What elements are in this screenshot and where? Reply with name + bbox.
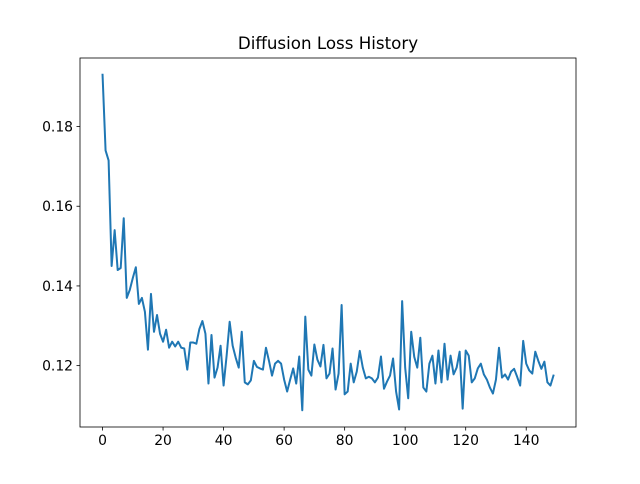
plot-frame — [79, 57, 577, 428]
x-tick-label: 0 — [98, 433, 107, 449]
y-tick-label: 0.18 — [42, 120, 73, 136]
y-tick-label: 0.16 — [42, 199, 73, 215]
y-tick-label: 0.12 — [42, 359, 73, 375]
x-tick-label: 20 — [154, 433, 172, 449]
x-tick-label: 60 — [275, 433, 293, 449]
data-line — [101, 73, 555, 412]
x-tick-label: 80 — [336, 433, 354, 449]
x-tick-label: 140 — [513, 433, 540, 449]
x-tick-label: 120 — [452, 433, 479, 449]
x-tick-label: 100 — [392, 433, 419, 449]
ticks — [76, 126, 527, 431]
y-tick-label: 0.14 — [42, 279, 73, 295]
x-tick-label: 40 — [215, 433, 233, 449]
chart-title: Diffusion Loss History — [238, 33, 418, 53]
